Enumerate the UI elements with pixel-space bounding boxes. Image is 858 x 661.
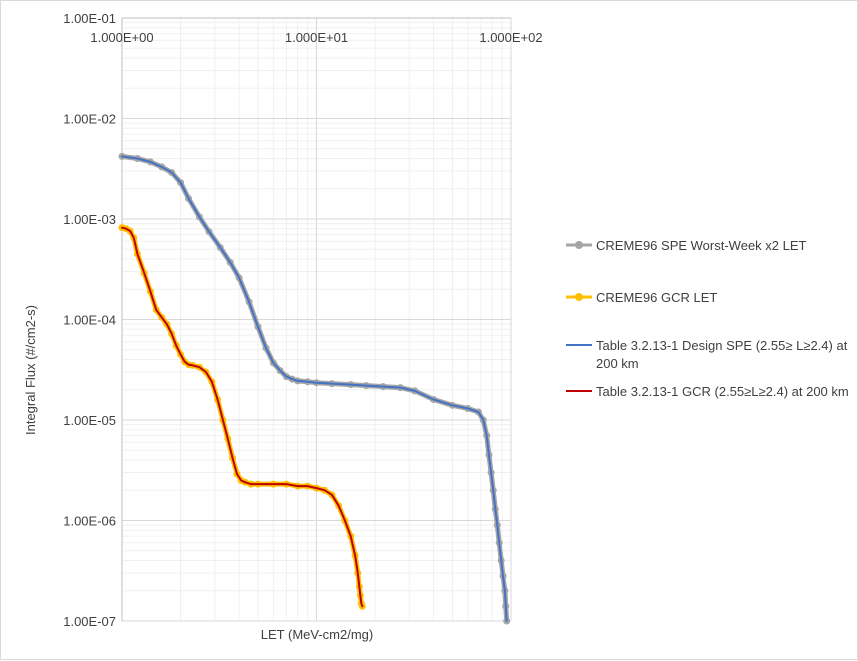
y-tick-label: 1.00E-01 <box>63 11 116 26</box>
y-tick-label: 1.00E-05 <box>63 413 116 428</box>
legend-marker <box>575 293 583 301</box>
series-4 <box>121 226 364 608</box>
legend-marker <box>575 241 583 249</box>
series-line <box>121 226 364 608</box>
y-axis-title: Integral Flux (#/cm2-s) <box>23 305 38 435</box>
x-tick-label: 1.000E+01 <box>285 30 348 45</box>
y-tick-label: 1.00E-04 <box>63 313 116 328</box>
legend-item-table-gcr[interactable]: Table 3.2.13-1 GCR (2.55≥L≥2.4) at 200 k… <box>564 383 854 423</box>
series-line <box>119 153 510 624</box>
legend-swatch-icon <box>566 344 592 346</box>
legend-label: Table 3.2.13-1 GCR (2.55≥L≥2.4) at 200 k… <box>596 384 849 399</box>
legend-label: CREME96 SPE Worst-Week x2 LET <box>596 238 807 253</box>
y-tick-labels: 1.00E-01 1.00E-02 1.00E-03 1.00E-04 1.00E-05… <box>63 11 116 629</box>
legend-swatch-icon <box>566 293 592 301</box>
y-tick-label: 1.00E-07 <box>63 614 116 629</box>
x-tick-labels: 1.000E+00 1.000E+01 1.000E+02 <box>90 30 542 45</box>
legend-label: Table 3.2.13-1 Design SPE (2.55≥ L≥2.4) … <box>596 338 848 371</box>
plot-series <box>118 152 511 625</box>
y-tick-label: 1.00E-03 <box>63 212 116 227</box>
x-tick-label: 1.000E+02 <box>479 30 542 45</box>
x-axis-title: LET (MeV-cm2/mg) <box>261 627 373 642</box>
y-tick-label: 1.00E-02 <box>63 112 116 127</box>
grid-lines <box>121 17 512 622</box>
series-line <box>121 155 508 622</box>
x-tick-label: 1.000E+00 <box>90 30 153 45</box>
legend-swatch-icon <box>566 241 592 249</box>
legend-swatch-icon <box>566 390 592 392</box>
series-3 <box>121 155 508 622</box>
legend-item-design-spe[interactable]: Table 3.2.13-1 Design SPE (2.55≥ L≥2.4) … <box>564 337 854 377</box>
legend-label: CREME96 GCR LET <box>596 290 718 305</box>
legend-item-spe-worst-week[interactable]: CREME96 SPE Worst-Week x2 LET <box>564 237 854 277</box>
y-tick-label: 1.00E-06 <box>63 514 116 529</box>
axes <box>121 17 511 621</box>
legend-item-gcr[interactable]: CREME96 GCR LET <box>564 289 854 329</box>
